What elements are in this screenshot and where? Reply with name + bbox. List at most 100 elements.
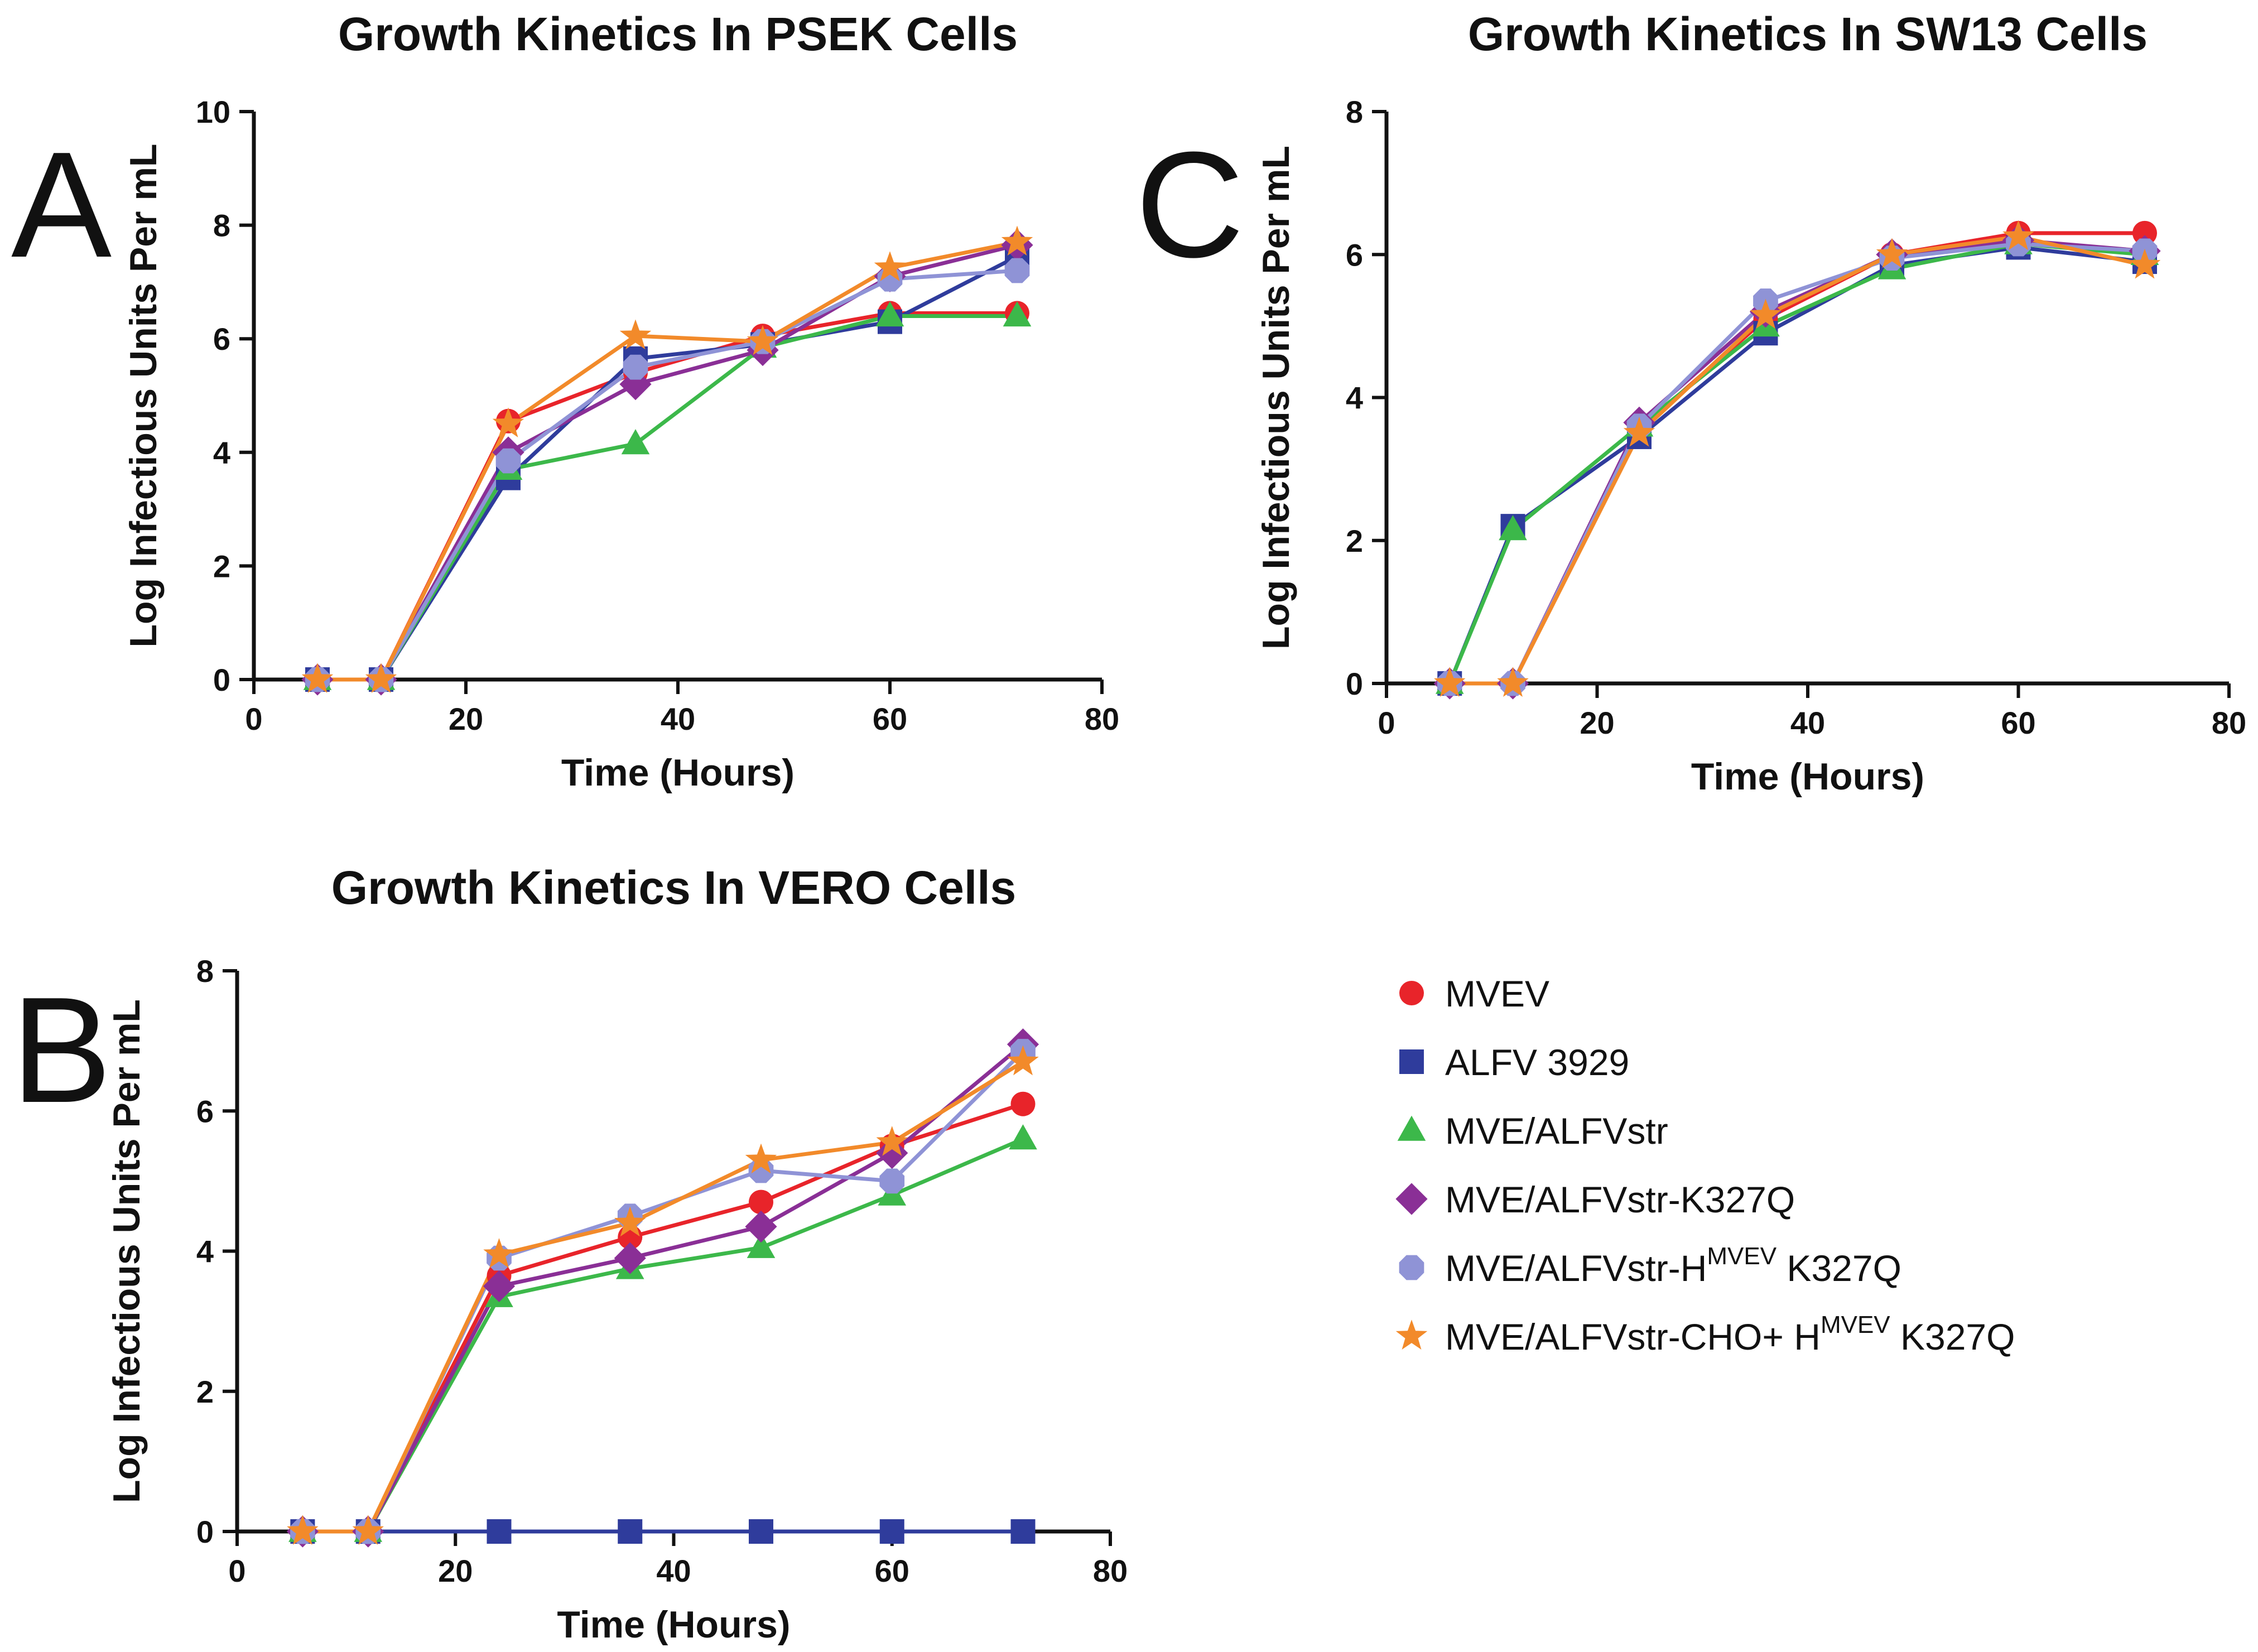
data-point-b-mve-alfvstr-cho-hmvev-k327q	[483, 1238, 515, 1268]
x-tick-label-c: 60	[2001, 705, 2035, 740]
data-point-b-mvev	[749, 1189, 773, 1215]
data-point-a-mve-alfvstr-cho-hmvev-k327q	[619, 319, 652, 350]
data-point-b-mve-alfvstr-k327q	[745, 1210, 777, 1243]
y-axis-label-c: Log Infectious Units Per mL	[1255, 146, 1297, 649]
x-tick-label-b: 0	[228, 1553, 245, 1588]
series-line-a-alfv-3929	[317, 254, 1018, 682]
x-tick-label-a: 0	[245, 701, 262, 736]
chart-title-b: Growth Kinetics In VERO Cells	[331, 861, 1017, 914]
data-point-b-alfv-3929	[618, 1519, 643, 1544]
x-tick-label-c: 0	[1378, 705, 1395, 740]
data-point-a-mve-alfvstr-k327q	[619, 368, 652, 401]
y-tick-label-a: 10	[196, 94, 230, 129]
legend-label-mve-alfvstr-k327q: MVE/ALFVstr-K327Q	[1445, 1179, 1795, 1220]
legend-label-mvev: MVEV	[1445, 973, 1549, 1014]
chart-panel-a: Growth Kinetics In PSEK Cells 0 20 40 60 80 0 2…	[122, 8, 1119, 794]
chart-title-c: Growth Kinetics In SW13 Cells	[1468, 8, 2148, 60]
data-point-c-mve-alfvstr-cho-hmvev-k327q	[1876, 238, 1908, 268]
y-tick-label-c: 2	[1346, 523, 1363, 558]
panel-letter-b: B	[11, 966, 112, 1134]
data-point-a-mve-alfvstr-cho-hmvev-k327q	[874, 251, 906, 281]
series-line-a-mve-alfvstr-hmvev-k327q	[317, 268, 1018, 682]
data-point-a-mve-alfvstr-cho-hmvev-k327q	[365, 663, 397, 693]
x-tick-label-b: 20	[438, 1553, 473, 1588]
legend-label-mve-alfvstr-cho-hmvev-k327q: MVE/ALFVstr-CHO+ HMVEV K327Q	[1445, 1311, 2015, 1357]
x-tick-label-c: 20	[1580, 705, 1614, 740]
chart-panel-c: Growth Kinetics In SW13 Cells 0 20 40 60 80 0 2…	[1255, 8, 2246, 798]
series-line-a-mve-alfvstr	[317, 314, 1017, 682]
data-point-a-mve-alfvstr-cho-hmvev-k327q	[492, 407, 524, 437]
data-point-a-mve-alfvstr	[1003, 301, 1032, 327]
y-tick-label-a: 6	[213, 321, 230, 357]
y-tick-label-a: 0	[213, 662, 230, 697]
data-point-a-mve-alfvstr-cho-hmvev-k327q	[747, 325, 779, 355]
legend-marker-mvev	[1399, 981, 1424, 1005]
legend-marker-alfv-3929	[1399, 1049, 1424, 1074]
data-point-c-mve-alfvstr-cho-hmvev-k327q	[1434, 667, 1466, 697]
data-point-c-mve-alfvstr-cho-hmvev-k327q	[1497, 667, 1529, 697]
data-point-a-mve-alfvstr-cho-hmvev-k327q	[1001, 225, 1033, 256]
x-tick-label-b: 80	[1093, 1553, 1128, 1588]
series-line-b-mvev	[302, 1102, 1024, 1534]
legend-marker-mve-alfvstr-k327q	[1395, 1183, 1428, 1215]
data-point-b-alfv-3929	[1010, 1519, 1036, 1544]
y-tick-label-b: 0	[196, 1514, 214, 1549]
series-line-c-mve-alfvstr-k327q	[1450, 238, 2145, 686]
data-point-a-mve-alfvstr	[621, 429, 650, 455]
x-axis-label-c: Time (Hours)	[1691, 755, 1924, 798]
data-point-b-mvev	[1010, 1091, 1036, 1116]
legend-marker-mve-alfvstr	[1397, 1115, 1426, 1141]
y-tick-label-a: 8	[213, 208, 230, 243]
data-point-a-mve-alfvstr-hmvev-k327q	[1004, 258, 1030, 283]
data-point-c-mve-alfvstr	[1499, 515, 1527, 541]
y-tick-label-b: 6	[196, 1094, 214, 1129]
x-axis-label-a: Time (Hours)	[561, 752, 795, 794]
series-line-c-mve-alfvstr	[1448, 242, 2145, 685]
data-point-c-mve-alfvstr-cho-hmvev-k327q	[2002, 220, 2034, 251]
chart-title-a: Growth Kinetics In PSEK Cells	[338, 8, 1018, 60]
data-point-a-mve-alfvstr-hmvev-k327q	[623, 354, 648, 380]
y-tick-label-c: 8	[1346, 94, 1363, 129]
y-tick-label-a: 2	[213, 548, 230, 584]
data-point-b-mve-alfvstr-cho-hmvev-k327q	[614, 1206, 646, 1237]
legend-marker-mve-alfvstr-cho-hmvev-k327q	[1395, 1319, 1428, 1350]
y-tick-label-b: 4	[196, 1234, 214, 1269]
x-tick-label-a: 80	[1085, 701, 1119, 736]
chart-legend: MVEV ALFV 3929 MVE/ALFVstr MVE/ALFVstr-K327…	[1395, 973, 2015, 1357]
data-point-c-mve-alfvstr-cho-hmvev-k327q	[1750, 298, 1782, 329]
x-tick-label-b: 60	[875, 1553, 909, 1588]
series-line-a-mvev	[317, 311, 1017, 682]
series-line-b-mve-alfvstr	[302, 1137, 1024, 1534]
y-tick-label-c: 0	[1346, 666, 1363, 701]
x-tick-label-c: 40	[1790, 705, 1825, 740]
data-point-b-alfv-3929	[879, 1519, 904, 1544]
x-tick-label-c: 80	[2212, 705, 2246, 740]
data-point-a-mve-alfvstr-hmvev-k327q	[495, 448, 521, 474]
panel-letter-c: C	[1135, 121, 1244, 289]
legend-label-alfv-3929: ALFV 3929	[1445, 1042, 1629, 1083]
data-point-b-mve-alfvstr-cho-hmvev-k327q	[352, 1515, 384, 1545]
y-axis-label-a: Log Infectious Units Per mL	[122, 144, 165, 648]
data-point-c-mve-alfvstr-cho-hmvev-k327q	[2129, 248, 2161, 279]
y-tick-label-b: 8	[196, 953, 214, 989]
x-tick-label-a: 20	[449, 701, 483, 736]
data-point-b-mve-alfvstr-hmvev-k327q	[879, 1168, 905, 1194]
y-tick-label-c: 4	[1346, 381, 1363, 416]
data-point-b-mve-alfvstr-cho-hmvev-k327q	[287, 1515, 319, 1545]
data-point-b-mve-alfvstr-k327q	[483, 1270, 516, 1302]
y-axis-label-b: Log Infectious Units Per mL	[105, 999, 148, 1503]
legend-marker-mve-alfvstr-hmvev-k327q	[1399, 1255, 1424, 1280]
x-axis-label-b: Time (Hours)	[557, 1603, 790, 1646]
data-point-a-mve-alfvstr-cho-hmvev-k327q	[301, 663, 334, 693]
data-point-b-alfv-3929	[487, 1519, 512, 1544]
x-tick-label-b: 40	[656, 1553, 691, 1588]
y-tick-label-c: 6	[1346, 237, 1363, 272]
panel-letter-a: A	[11, 121, 112, 289]
x-tick-label-a: 60	[873, 701, 907, 736]
data-point-a-mve-alfvstr	[875, 301, 904, 327]
legend-label-mve-alfvstr: MVE/ALFVstr	[1445, 1110, 1668, 1152]
data-point-b-mve-alfvstr	[1009, 1124, 1037, 1150]
data-point-b-mve-alfvstr-k327q	[614, 1242, 646, 1274]
y-tick-label-a: 4	[213, 435, 230, 470]
